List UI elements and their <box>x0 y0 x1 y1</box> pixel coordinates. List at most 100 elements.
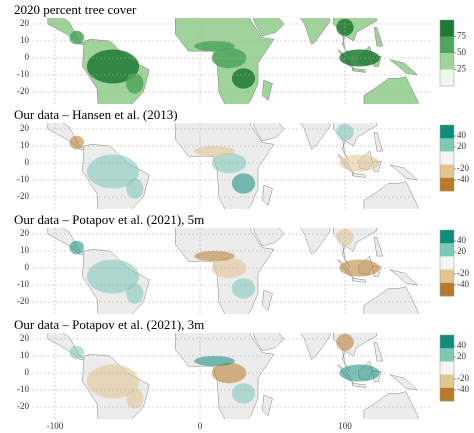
cover-patch <box>194 356 235 367</box>
colorbar-tick-label: -40 <box>457 384 469 394</box>
cover-patch <box>86 49 140 84</box>
map <box>32 123 432 209</box>
y-tick-label: 0 <box>25 157 30 167</box>
cover-patch <box>231 383 256 404</box>
land <box>252 228 285 247</box>
cover-patch <box>194 146 235 157</box>
land <box>389 59 419 76</box>
land <box>352 382 366 388</box>
colorbar-tick-label: -20 <box>457 373 469 383</box>
y-tick-label: 20 <box>20 333 30 343</box>
cover-patch <box>86 259 140 294</box>
land <box>389 269 419 286</box>
panel-title: Our data – Hansen et al. (2013) <box>14 107 178 122</box>
colorbar-tick-label: 40 <box>457 130 467 140</box>
colorbar-swatch <box>440 69 454 87</box>
land <box>252 333 285 352</box>
map-body <box>32 123 432 209</box>
colorbar-swatch <box>440 164 454 179</box>
y-tick-label: 10 <box>20 245 30 255</box>
colorbar-tick-label: 20 <box>457 141 467 151</box>
cover-patch <box>86 154 140 189</box>
cover-patch <box>339 49 380 67</box>
colorbar-swatch <box>440 256 454 270</box>
cover-patch <box>69 240 84 255</box>
land <box>363 391 419 419</box>
cover-patch <box>231 278 256 299</box>
y-tick-label: -10 <box>17 384 29 394</box>
colorbar-tick-label: 20 <box>457 351 467 361</box>
land <box>352 172 366 178</box>
map <box>32 18 432 104</box>
land <box>262 394 273 416</box>
colorbar-swatch <box>440 282 454 297</box>
land <box>252 123 285 142</box>
cover-patch <box>339 154 380 172</box>
colorbar-tick-label: -20 <box>457 163 469 173</box>
cover-patch <box>194 41 235 52</box>
land <box>373 27 383 47</box>
land <box>352 67 366 73</box>
colorbar-frame <box>439 124 455 192</box>
cover-patch <box>69 135 84 150</box>
y-tick-label: 20 <box>20 123 30 133</box>
colorbar-swatch <box>440 151 454 165</box>
colorbar-swatch <box>440 387 454 402</box>
cover-patch <box>231 68 256 89</box>
y-tick-label: -10 <box>17 174 29 184</box>
y-tick-label: 10 <box>20 35 30 45</box>
colorbar-tick-label: 75 <box>457 31 467 41</box>
land <box>373 342 383 362</box>
cover-patch <box>339 259 380 277</box>
y-tick-label: -20 <box>17 401 29 411</box>
land <box>373 132 383 152</box>
y-tick-label: 0 <box>25 367 30 377</box>
x-tick-label: -100 <box>47 421 64 431</box>
colorbar-swatch <box>440 36 454 54</box>
colorbar-tick-label: 20 <box>457 246 467 256</box>
cover-patch <box>126 73 144 94</box>
y-tick-label: 0 <box>25 262 30 272</box>
cover-patch <box>86 364 140 399</box>
map <box>32 333 432 419</box>
colorbar-frame <box>439 229 455 297</box>
colorbar-tick-label: 25 <box>457 64 467 74</box>
map <box>32 228 432 314</box>
colorbar-swatch <box>440 230 454 244</box>
y-tick-label: -20 <box>17 191 29 201</box>
colorbar-tick-label: -40 <box>457 279 469 289</box>
land <box>262 184 273 206</box>
panel-title: 2020 percent tree cover <box>14 2 137 17</box>
colorbar-swatch <box>440 177 454 192</box>
colorbar-tick-label: -20 <box>457 268 469 278</box>
land <box>252 18 285 37</box>
colorbar-swatch <box>440 138 454 152</box>
colorbar-swatch <box>440 361 454 375</box>
panel-title: Our data – Potapov et al. (2021), 3m <box>14 317 204 332</box>
land <box>373 237 383 257</box>
colorbar-swatch <box>440 269 454 284</box>
colorbar-swatch <box>440 335 454 349</box>
land <box>363 76 419 104</box>
x-tick-label: 0 <box>198 421 203 431</box>
cover-patch <box>69 30 84 45</box>
land <box>363 286 419 314</box>
colorbar-tick-label: 50 <box>457 47 467 57</box>
colorbar-frame <box>439 334 455 402</box>
land <box>389 374 419 391</box>
y-tick-label: 0 <box>25 52 30 62</box>
cover-patch <box>126 388 144 409</box>
y-tick-label: 20 <box>20 228 30 238</box>
cover-patch <box>126 178 144 199</box>
land <box>363 181 419 209</box>
cover-patch <box>339 364 380 382</box>
cover-patch <box>126 283 144 304</box>
colorbar-swatch <box>440 374 454 389</box>
colorbar-swatch <box>440 125 454 139</box>
land <box>352 277 366 283</box>
x-tick-label: 100 <box>338 421 352 431</box>
land <box>262 79 273 101</box>
y-tick-label: 10 <box>20 350 30 360</box>
y-tick-label: -10 <box>17 69 29 79</box>
